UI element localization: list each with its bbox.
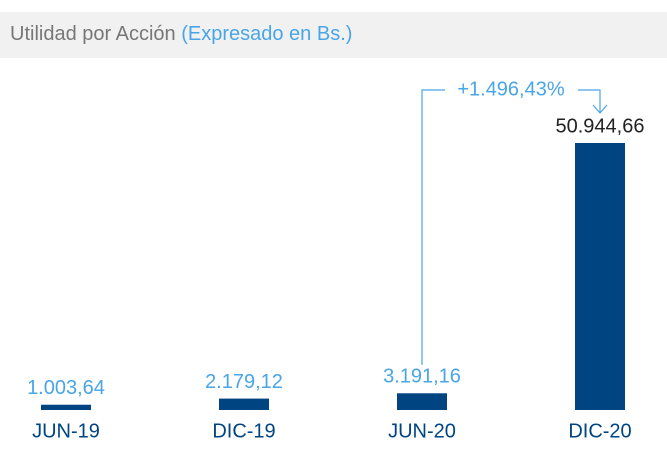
bar [575, 143, 625, 410]
annotation-bracket [421, 89, 608, 365]
x-tick-label: JUN-19 [32, 420, 100, 442]
value-label: 2.179,12 [205, 371, 283, 393]
bar [219, 398, 269, 410]
x-tick-label: JUN-20 [388, 420, 456, 442]
title-text: Utilidad por Acción [10, 23, 176, 45]
value-label: 1.003,64 [27, 377, 105, 399]
x-tick-label: DIC-20 [568, 420, 631, 442]
bar [397, 393, 447, 410]
x-tick-label: DIC-19 [212, 420, 275, 442]
bar [41, 404, 91, 410]
chart-title: Utilidad por Acción (Expresado en Bs.) [10, 23, 352, 45]
annotation: +1.496,43% [457, 78, 565, 100]
value-label: 3.191,16 [383, 366, 461, 388]
title-bar [0, 12, 667, 58]
value-label: 50.944,66 [556, 115, 645, 137]
subtitle-text: (Expresado en Bs.) [181, 23, 352, 45]
